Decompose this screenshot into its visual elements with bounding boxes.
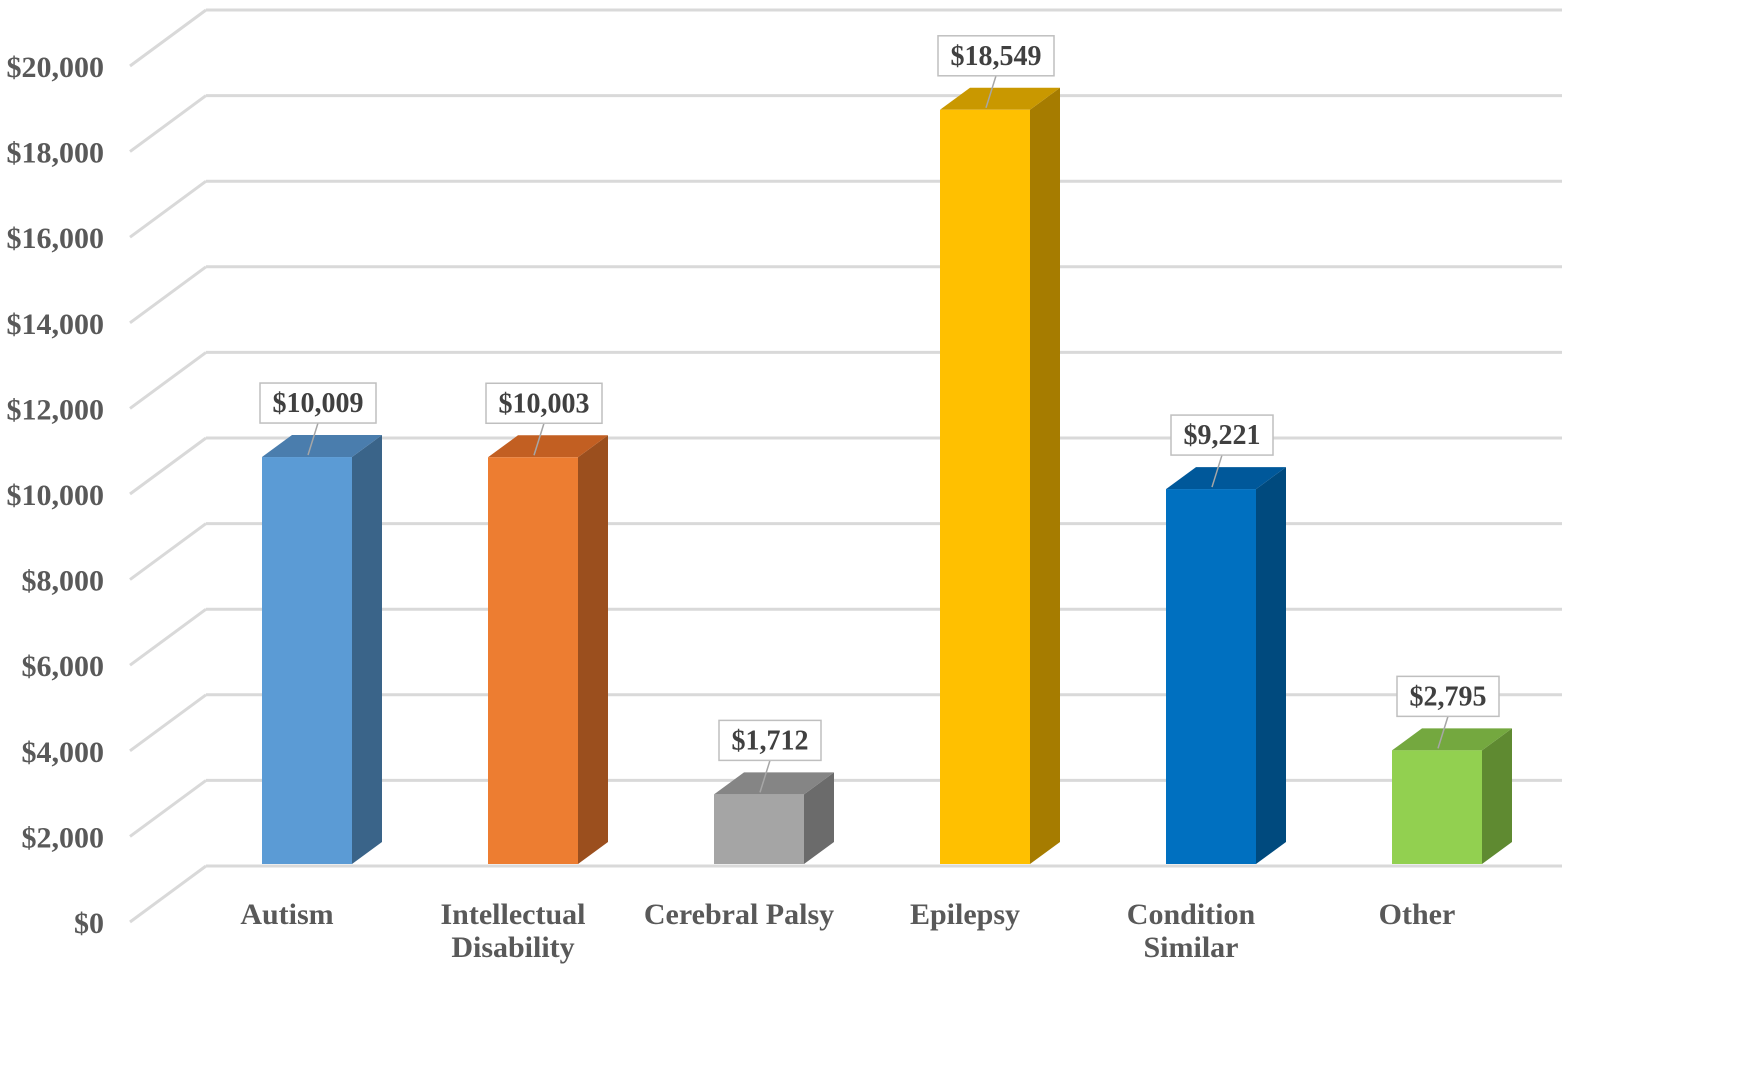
bar [940, 87, 1060, 864]
gridline-diagonal [129, 8, 207, 68]
bar [1392, 728, 1512, 864]
bar-front-face [488, 457, 578, 864]
bar-top-face [714, 772, 834, 795]
gridlines [129, 8, 1562, 924]
bar-front-face [714, 794, 804, 864]
data-label-box [1396, 675, 1500, 718]
bar [714, 772, 834, 864]
bar-top-face [262, 435, 382, 458]
gridline-diagonal [129, 864, 207, 924]
y-tick-label: $2,000 [22, 821, 105, 854]
data-labels: $10,009 $10,003 $1,712 $18,549 $9,221 $2,795 [259, 35, 1500, 793]
data-label-box [1170, 414, 1274, 456]
data-label-box [485, 382, 603, 425]
bar [488, 435, 608, 864]
category-label: Autism [240, 898, 333, 931]
gridline-diagonal [129, 179, 207, 239]
category-label: Condition Similar [1127, 898, 1256, 964]
y-tick-label: $14,000 [7, 308, 105, 341]
data-label: $10,003 [485, 382, 603, 456]
bar-side-face [804, 772, 834, 864]
data-label-text: $18,549 [951, 41, 1042, 72]
data-label-box [259, 382, 377, 424]
y-tick-label: $8,000 [22, 565, 105, 598]
category-label: Intellectual Disability [441, 898, 586, 964]
y-tick-label: $20,000 [7, 51, 105, 84]
category-label: Cerebral Palsy [644, 898, 834, 931]
bar-side-face [1030, 87, 1060, 864]
bar-side-face [1482, 728, 1512, 864]
leader-line [1211, 454, 1223, 488]
bars [262, 87, 1512, 864]
x-axis-categories: Autism Intellectual Disability Cerebral Pal… [240, 898, 1455, 964]
data-label: $1,712 [718, 719, 822, 793]
bar-top-face [940, 87, 1060, 110]
data-label-text: $9,221 [1184, 420, 1261, 451]
leader-line [307, 422, 319, 456]
gridline-diagonal [129, 522, 207, 581]
data-label-box [718, 719, 822, 762]
bar-front-face [940, 109, 1030, 864]
gridline-diagonal [129, 436, 207, 496]
data-label-box [937, 35, 1055, 77]
bar-top-face [1166, 467, 1286, 490]
leader-line [985, 75, 997, 109]
y-tick-label: $10,000 [7, 479, 105, 512]
y-tick-label: $16,000 [7, 222, 105, 255]
gridline-diagonal [129, 94, 207, 153]
data-label: $10,009 [259, 382, 377, 456]
data-label: $9,221 [1170, 414, 1274, 488]
y-tick-label: $0 [74, 907, 104, 940]
gridline-diagonal [129, 351, 207, 410]
bar-top-face [488, 435, 608, 458]
data-label: $2,795 [1396, 675, 1500, 749]
data-label-text: $2,795 [1410, 681, 1487, 712]
bar [1166, 467, 1286, 864]
y-tick-label: $18,000 [7, 137, 105, 170]
bar-side-face [1256, 467, 1286, 864]
leader-line [1437, 716, 1449, 749]
leader-line [759, 760, 771, 793]
bar-front-face [1166, 489, 1256, 864]
gridline-diagonal [129, 779, 207, 838]
data-label: $18,549 [937, 35, 1055, 109]
gridline-diagonal [129, 265, 207, 325]
gridline-diagonal [129, 693, 207, 753]
y-tick-label: $4,000 [22, 736, 105, 769]
y-tick-label: $12,000 [7, 393, 105, 426]
y-tick-label: $6,000 [22, 650, 105, 683]
gridline-diagonal [129, 607, 207, 667]
data-label-text: $1,712 [732, 725, 809, 756]
bar-top-face [1392, 728, 1512, 751]
data-label-text: $10,009 [273, 388, 364, 419]
bar-side-face [578, 435, 608, 864]
bar-front-face [262, 457, 352, 864]
category-label: Epilepsy [910, 898, 1020, 931]
category-label: Other [1379, 898, 1456, 931]
bar [262, 435, 382, 864]
y-axis-ticks: $0 $2,000 $4,000 $6,000 $8,000 $10,000 $12,000… [7, 51, 105, 940]
leader-line [533, 423, 545, 456]
bar-front-face [1392, 750, 1482, 864]
bar-side-face [352, 435, 382, 864]
data-label-text: $10,003 [499, 388, 590, 419]
